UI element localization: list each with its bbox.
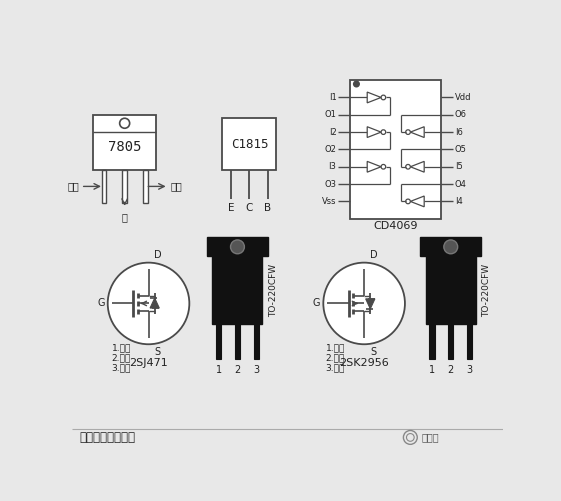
Bar [143, 170, 148, 202]
Bar [429, 324, 435, 359]
Text: 2: 2 [234, 365, 241, 375]
Polygon shape [366, 299, 375, 309]
Bar [350, 80, 441, 219]
Text: 3.源极: 3.源极 [325, 364, 345, 373]
Text: E: E [228, 203, 234, 213]
Text: 2SK2956: 2SK2956 [339, 358, 389, 368]
Text: 百问长: 百问长 [421, 432, 439, 442]
Text: TO-220CFW: TO-220CFW [482, 264, 491, 317]
Circle shape [403, 430, 417, 444]
Bar [223, 118, 277, 170]
Text: 2.漏极: 2.漏极 [325, 354, 345, 363]
Text: B: B [264, 203, 272, 213]
Text: Vdd: Vdd [455, 93, 471, 102]
Text: 1: 1 [215, 365, 222, 375]
Text: CD4069: CD4069 [374, 221, 418, 231]
Bar [426, 257, 476, 324]
Text: I3: I3 [329, 162, 337, 171]
Text: 地: 地 [122, 212, 127, 222]
Text: G: G [97, 299, 105, 309]
Polygon shape [410, 196, 424, 207]
Text: I2: I2 [329, 128, 337, 137]
Bar [467, 324, 472, 359]
Text: O5: O5 [455, 145, 467, 154]
Circle shape [381, 95, 386, 100]
Text: 7805: 7805 [108, 140, 141, 154]
Text: 2SJ471: 2SJ471 [129, 358, 168, 368]
Bar [420, 237, 481, 257]
Circle shape [354, 81, 359, 87]
Polygon shape [367, 127, 381, 137]
Circle shape [406, 164, 410, 169]
Text: 1.栅极: 1.栅极 [112, 344, 131, 353]
Polygon shape [367, 161, 381, 172]
Text: 2.漏极: 2.漏极 [112, 354, 131, 363]
Text: 3: 3 [253, 365, 259, 375]
Text: I1: I1 [329, 93, 337, 102]
Text: C1815: C1815 [231, 138, 268, 150]
Text: 输出: 输出 [170, 181, 182, 191]
Circle shape [231, 240, 245, 254]
Text: S: S [370, 347, 376, 357]
Circle shape [323, 263, 405, 344]
Bar [102, 170, 106, 202]
Text: 输入: 输入 [67, 181, 79, 191]
Text: O1: O1 [324, 110, 337, 119]
Polygon shape [367, 92, 381, 103]
Bar [213, 257, 263, 324]
Circle shape [444, 240, 458, 254]
Text: I4: I4 [455, 197, 463, 206]
Text: 1.栅极: 1.栅极 [325, 344, 345, 353]
Bar [448, 324, 453, 359]
Bar [122, 170, 127, 202]
Text: D: D [370, 249, 377, 260]
Circle shape [406, 130, 410, 134]
Text: C: C [246, 203, 253, 213]
Text: D: D [154, 249, 162, 260]
Text: 2: 2 [448, 365, 454, 375]
Circle shape [407, 433, 414, 441]
Text: G: G [312, 299, 320, 309]
Text: I6: I6 [455, 128, 463, 137]
Text: 逆变器所用元器件: 逆变器所用元器件 [79, 431, 135, 444]
Bar [207, 237, 268, 257]
Bar [254, 324, 259, 359]
Text: 1: 1 [429, 365, 435, 375]
Text: I5: I5 [455, 162, 463, 171]
Text: O3: O3 [324, 179, 337, 188]
Circle shape [406, 199, 410, 204]
Text: 3.源极: 3.源极 [112, 364, 131, 373]
Circle shape [108, 263, 190, 344]
Circle shape [381, 164, 386, 169]
Bar [93, 115, 156, 170]
Bar [216, 324, 221, 359]
Polygon shape [410, 161, 424, 172]
Circle shape [119, 118, 130, 128]
Text: O6: O6 [455, 110, 467, 119]
Circle shape [381, 130, 386, 134]
Text: O4: O4 [455, 179, 467, 188]
Polygon shape [150, 298, 159, 308]
Text: O2: O2 [324, 145, 337, 154]
Text: 3: 3 [467, 365, 473, 375]
Bar [234, 324, 240, 359]
Text: TO-220CFW: TO-220CFW [269, 264, 278, 317]
Text: Vss: Vss [322, 197, 337, 206]
Text: S: S [155, 347, 161, 357]
Polygon shape [410, 127, 424, 137]
